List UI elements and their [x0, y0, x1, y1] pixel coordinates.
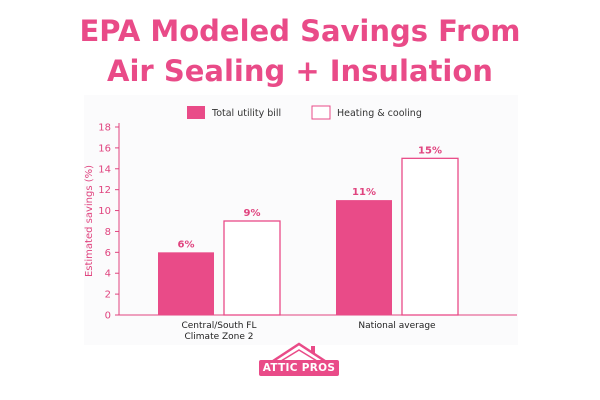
- y-tick-label: 12: [98, 185, 111, 196]
- x-category-label: Central/South FL: [181, 321, 256, 331]
- data-label: 15%: [418, 145, 442, 156]
- y-tick-label: 10: [98, 206, 111, 217]
- logo-text: ATTIC PROS: [259, 360, 339, 376]
- legend-swatch: [311, 105, 331, 120]
- attic-pros-logo: ATTIC PROS: [259, 342, 339, 382]
- bar: [158, 252, 214, 315]
- chart-title-line-1: EPA Modeled Savings From: [79, 14, 521, 48]
- y-tick-label: 4: [105, 269, 111, 280]
- data-label: 6%: [178, 239, 195, 250]
- y-tick-label: 2: [105, 290, 111, 301]
- y-tick-label: 6: [105, 248, 111, 259]
- legend-label: Total utility bill: [211, 108, 281, 119]
- legend-swatch: [187, 106, 205, 119]
- y-axis-label: Estimated savings (%): [84, 165, 95, 277]
- y-tick-label: 0: [105, 311, 111, 322]
- chart-title-line-2: Air Sealing + Insulation: [107, 54, 493, 88]
- data-label: 11%: [352, 187, 376, 198]
- y-tick-label: 14: [98, 164, 111, 175]
- x-category-label: Climate Zone 2: [185, 332, 254, 342]
- bar: [401, 157, 459, 316]
- x-category-label: National average: [358, 321, 436, 331]
- bar: [223, 220, 281, 316]
- legend-label: Heating & cooling: [337, 108, 422, 119]
- bar: [336, 200, 392, 315]
- data-label: 9%: [244, 208, 261, 219]
- y-tick-label: 8: [105, 227, 111, 238]
- y-tick-label: 16: [98, 143, 111, 154]
- y-tick-label: 18: [98, 123, 111, 134]
- house-roof-icon: [272, 342, 326, 363]
